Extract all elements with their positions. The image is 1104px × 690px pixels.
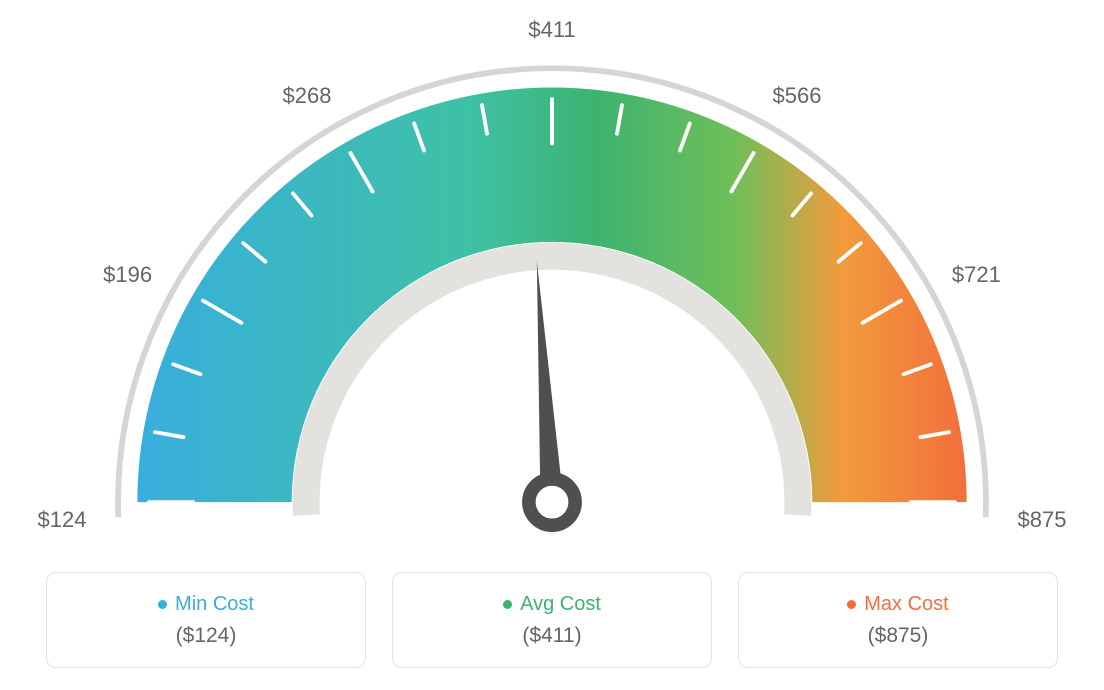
legend-title: Min Cost <box>158 593 254 616</box>
legend-card-max: Max Cost ($875) <box>738 572 1058 668</box>
legend-dot-icon <box>847 600 856 609</box>
gauge-scale-label: $566 <box>773 83 822 109</box>
gauge-scale-label: $875 <box>1018 507 1067 533</box>
legend-title: Avg Cost <box>503 593 601 616</box>
legend-card-min: Min Cost ($124) <box>46 572 366 668</box>
cost-gauge: $124$196$268$411$566$721$875 <box>52 20 1052 560</box>
legend-title: Max Cost <box>847 593 948 616</box>
legend-row: Min Cost ($124) Avg Cost ($411) Max Cost ($87… <box>0 572 1104 668</box>
legend-title-text: Min Cost <box>175 593 254 616</box>
legend-title-text: Avg Cost <box>520 593 601 616</box>
legend-value: ($411) <box>522 624 581 648</box>
legend-dot-icon <box>158 600 167 609</box>
gauge-svg <box>52 20 1052 560</box>
legend-value: ($875) <box>868 624 929 648</box>
gauge-scale-label: $721 <box>952 262 1001 288</box>
gauge-scale-label: $196 <box>103 262 152 288</box>
gauge-needle <box>537 262 564 503</box>
legend-card-avg: Avg Cost ($411) <box>392 572 712 668</box>
gauge-scale-label: $411 <box>528 17 575 43</box>
legend-dot-icon <box>503 600 512 609</box>
legend-value: ($124) <box>176 624 237 648</box>
legend-title-text: Max Cost <box>864 593 948 616</box>
gauge-needle-hub <box>529 479 575 525</box>
gauge-scale-label: $124 <box>38 507 87 533</box>
gauge-scale-label: $268 <box>283 83 332 109</box>
